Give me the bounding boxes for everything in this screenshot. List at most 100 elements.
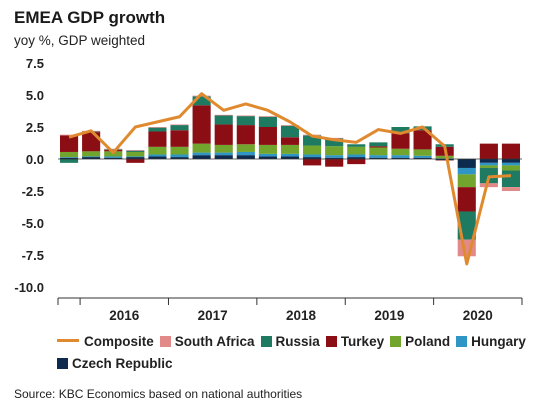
bar-segment bbox=[457, 187, 476, 212]
bar-segment bbox=[126, 150, 145, 151]
bar-segment bbox=[501, 165, 521, 171]
bar-segment bbox=[325, 157, 344, 159]
bar-segment bbox=[214, 144, 233, 153]
bar-segment bbox=[104, 148, 123, 150]
bar-segment bbox=[214, 115, 233, 125]
bar-segment bbox=[325, 137, 344, 139]
y-tick-label: 7.5 bbox=[26, 56, 44, 71]
bar-segment bbox=[347, 157, 366, 159]
bar-segment bbox=[280, 125, 300, 126]
bar-segment bbox=[236, 144, 255, 152]
bar-segment bbox=[214, 155, 233, 159]
bar-segment bbox=[258, 144, 277, 154]
bar-segment bbox=[170, 124, 189, 126]
bar-segment bbox=[104, 156, 123, 158]
bar-segment bbox=[59, 159, 79, 163]
bar-segment bbox=[82, 157, 101, 159]
bar-segment bbox=[236, 115, 255, 117]
bar-segment bbox=[170, 154, 189, 158]
bar-segment bbox=[347, 159, 366, 165]
bar-segment bbox=[82, 151, 101, 157]
chart-legend: Composite South Africa Russia Turkey Poland H… bbox=[57, 331, 537, 375]
chart-subtitle: yoy %, GDP weighted bbox=[14, 33, 146, 48]
bar-segment bbox=[391, 157, 410, 159]
bar-segment bbox=[479, 183, 498, 188]
bar-segment bbox=[258, 116, 277, 127]
legend-item: Poland bbox=[390, 331, 450, 353]
x-tick-label: 2016 bbox=[109, 308, 140, 323]
bar-segment bbox=[457, 174, 476, 188]
bar-segment bbox=[59, 157, 79, 159]
bar-segment bbox=[148, 127, 167, 132]
bar-segment bbox=[280, 153, 300, 157]
y-tick-label: -7.5 bbox=[22, 248, 44, 263]
legend-swatch bbox=[456, 336, 468, 347]
bar-segment bbox=[347, 144, 366, 147]
bar-segment bbox=[325, 146, 344, 156]
gdp-growth-chart: 7.5 5.0 2.5 0.0 -2.5 -5.0 -7.5 -10.0 2016 2017 201… bbox=[14, 56, 523, 323]
bar-segment bbox=[148, 156, 167, 159]
y-tick-label: -2.5 bbox=[22, 184, 44, 199]
legend-item: Composite bbox=[57, 331, 154, 353]
bar-segment bbox=[347, 154, 366, 158]
bar-segment bbox=[280, 125, 300, 138]
bar-segment bbox=[192, 95, 211, 97]
bar-segment bbox=[126, 150, 145, 152]
bar-segment bbox=[126, 156, 145, 158]
legend-item: Turkey bbox=[325, 331, 385, 353]
bar-segment bbox=[59, 135, 79, 152]
bar-segment bbox=[192, 96, 211, 106]
bar-segment bbox=[214, 152, 233, 156]
bar-segment bbox=[325, 159, 344, 167]
bar-segment bbox=[148, 131, 167, 147]
bar-segment bbox=[192, 155, 211, 159]
bar-segment bbox=[435, 155, 454, 159]
x-tick-label: 2020 bbox=[463, 308, 493, 323]
bar-segment bbox=[479, 143, 498, 159]
bar-segment bbox=[192, 143, 211, 153]
bar-segment bbox=[369, 142, 388, 147]
bar-segment bbox=[59, 134, 79, 136]
legend-swatch bbox=[325, 336, 337, 347]
legend-item: Russia bbox=[260, 331, 320, 353]
legend-label: Hungary bbox=[471, 334, 526, 349]
bar-segment bbox=[148, 127, 167, 128]
x-tick-label: 2019 bbox=[374, 308, 404, 323]
bar-segment bbox=[170, 125, 189, 131]
bar-segment bbox=[413, 130, 432, 150]
legend-item: Czech Republic bbox=[57, 353, 173, 375]
bar-segment bbox=[214, 114, 233, 116]
bar-segment bbox=[369, 155, 388, 158]
bar-segment bbox=[214, 124, 233, 145]
bar-segment bbox=[413, 155, 432, 158]
legend-item: South Africa bbox=[159, 331, 255, 353]
bar-segment bbox=[347, 146, 366, 155]
bar-segment bbox=[457, 159, 476, 168]
bar-segment bbox=[126, 157, 145, 159]
legend-label: Turkey bbox=[340, 334, 385, 349]
bar-segment bbox=[303, 159, 322, 166]
legend-swatch bbox=[57, 358, 68, 369]
bar-segment bbox=[148, 146, 167, 155]
x-tick-label: 2018 bbox=[286, 308, 317, 323]
legend-swatch bbox=[57, 339, 79, 342]
bar-segment bbox=[303, 157, 322, 159]
legend-label: South Africa bbox=[174, 334, 255, 349]
bar-segment bbox=[391, 155, 410, 158]
y-tick-label: -5.0 bbox=[22, 216, 44, 231]
bar-segment bbox=[280, 144, 300, 154]
y-tick-label: -10.0 bbox=[14, 280, 44, 295]
bar-segment bbox=[391, 133, 410, 149]
bar-segment bbox=[369, 157, 388, 159]
composite-line bbox=[68, 92, 512, 266]
legend-item: Hungary bbox=[456, 331, 526, 353]
bar-segment bbox=[59, 151, 79, 158]
bar-segment bbox=[258, 153, 277, 157]
bar-segment bbox=[391, 148, 410, 156]
legend-swatch bbox=[159, 336, 171, 347]
bar-segment bbox=[236, 155, 255, 159]
bar-segment bbox=[192, 152, 211, 156]
legend-label: Czech Republic bbox=[72, 356, 173, 371]
bar-segment bbox=[435, 160, 454, 161]
bar-segment bbox=[457, 167, 476, 175]
